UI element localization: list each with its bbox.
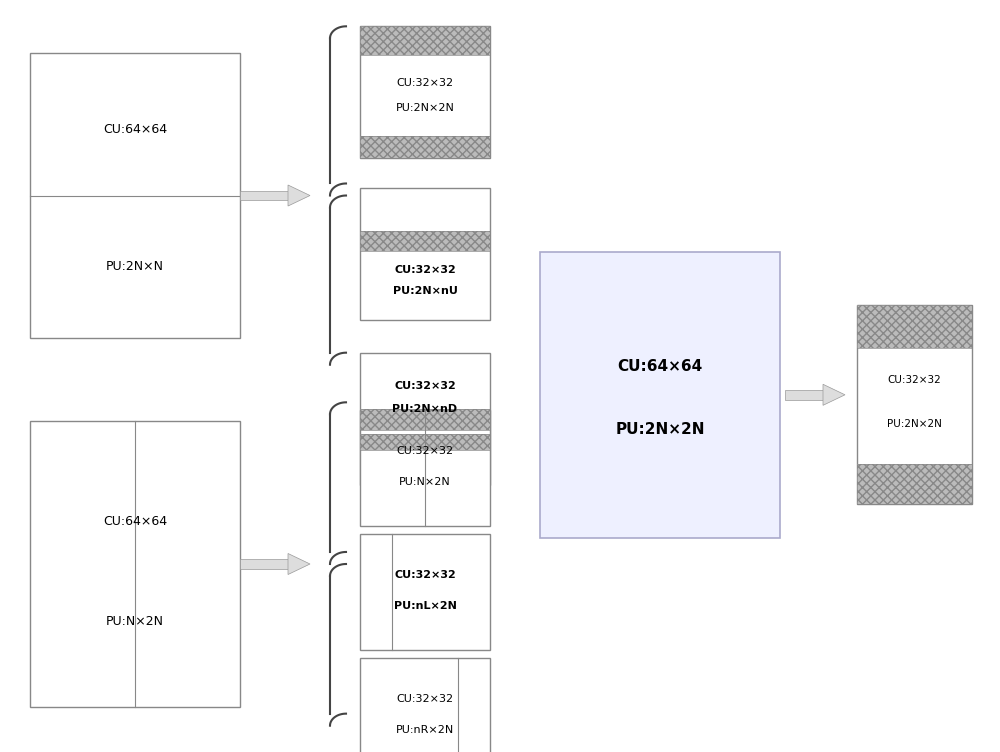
Bar <box>360 409 490 430</box>
Text: PU:nL×2N: PU:nL×2N <box>394 601 456 611</box>
Text: CU:32×32: CU:32×32 <box>396 694 454 704</box>
Text: PU:2N×nU: PU:2N×nU <box>393 286 457 296</box>
Text: PU:N×2N: PU:N×2N <box>399 477 451 487</box>
Bar <box>360 409 490 430</box>
Bar <box>857 305 972 348</box>
Polygon shape <box>240 559 288 569</box>
Polygon shape <box>240 191 288 201</box>
Polygon shape <box>288 185 310 206</box>
Text: CU:32×32: CU:32×32 <box>394 265 456 274</box>
Bar <box>857 305 972 348</box>
Bar <box>360 188 490 320</box>
Text: PU:2N×nD: PU:2N×nD <box>392 404 458 414</box>
Bar <box>360 434 490 450</box>
Text: CU:32×32: CU:32×32 <box>888 375 941 385</box>
Text: CU:32×32: CU:32×32 <box>394 570 456 580</box>
Text: PU:nR×2N: PU:nR×2N <box>396 725 454 735</box>
Text: CU:64×64: CU:64×64 <box>103 123 167 136</box>
Bar <box>857 464 972 504</box>
Bar <box>360 26 490 55</box>
Text: PU:N×2N: PU:N×2N <box>106 614 164 628</box>
Text: PU:2N×2N: PU:2N×2N <box>887 419 942 429</box>
Bar <box>360 534 490 650</box>
Bar <box>540 252 780 538</box>
Bar <box>360 232 490 251</box>
Polygon shape <box>288 553 310 575</box>
Bar <box>360 353 490 485</box>
Bar <box>360 26 490 55</box>
Bar <box>30 53 240 338</box>
Text: CU:32×32: CU:32×32 <box>396 446 454 456</box>
Bar <box>30 421 240 707</box>
Bar <box>360 410 490 526</box>
Text: PU:2N×2N: PU:2N×2N <box>615 422 705 437</box>
Text: CU:64×64: CU:64×64 <box>617 359 703 374</box>
Polygon shape <box>785 390 823 400</box>
Text: CU:64×64: CU:64×64 <box>103 514 167 528</box>
Bar <box>360 135 490 158</box>
Bar <box>360 135 490 158</box>
Bar <box>360 658 490 752</box>
Text: PU:2N×2N: PU:2N×2N <box>396 103 454 113</box>
Bar <box>857 464 972 504</box>
Polygon shape <box>823 384 845 405</box>
Bar <box>360 232 490 251</box>
Bar <box>360 434 490 450</box>
Text: CU:32×32: CU:32×32 <box>394 381 456 391</box>
Text: CU:32×32: CU:32×32 <box>396 78 454 88</box>
Text: PU:2N×N: PU:2N×N <box>106 260 164 274</box>
Bar <box>360 26 490 158</box>
Bar <box>857 305 972 504</box>
